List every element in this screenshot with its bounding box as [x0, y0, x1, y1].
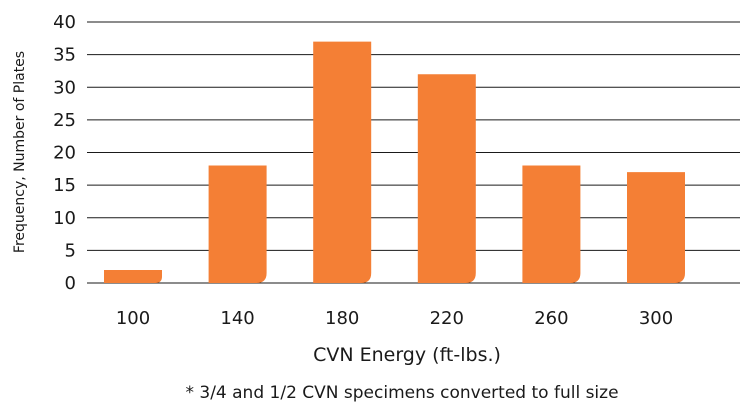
bar-220 [417, 74, 476, 283]
footnote: * 3/4 and 1/2 CVN specimens converted to… [185, 383, 618, 403]
gridlines [87, 21, 740, 284]
x-tick-label: 100 [116, 308, 150, 329]
y-axis-label: Frequency, Number of Plates [12, 51, 28, 253]
x-tick-labels: 100 140 180 220 260 300 [116, 308, 673, 329]
bar-260 [522, 165, 581, 283]
x-tick-label: 260 [534, 308, 568, 329]
y-tick-label: 5 [65, 240, 76, 261]
y-tick-label: 15 [53, 175, 76, 196]
x-tick-label: 140 [220, 308, 254, 329]
y-tick-label: 0 [65, 273, 76, 294]
y-tick-label: 20 [53, 143, 76, 164]
x-tick-label: 300 [639, 308, 673, 329]
y-tick-label: 35 [53, 45, 76, 66]
y-tick-label: 25 [53, 110, 76, 131]
x-axis-label: CVN Energy (ft-lbs.) [313, 344, 501, 366]
y-tick-label: 10 [53, 208, 76, 229]
x-tick-label: 220 [430, 308, 464, 329]
y-tick-label: 30 [53, 77, 76, 98]
bar-300 [627, 172, 685, 283]
bar-140 [208, 165, 267, 283]
x-tick-label: 180 [325, 308, 359, 329]
bar-100 [104, 269, 162, 283]
y-tick-label: 40 [53, 12, 76, 33]
y-tick-labels: 0 5 10 15 20 25 30 35 40 [53, 12, 76, 294]
bar-180 [313, 41, 372, 284]
bars [104, 41, 685, 284]
